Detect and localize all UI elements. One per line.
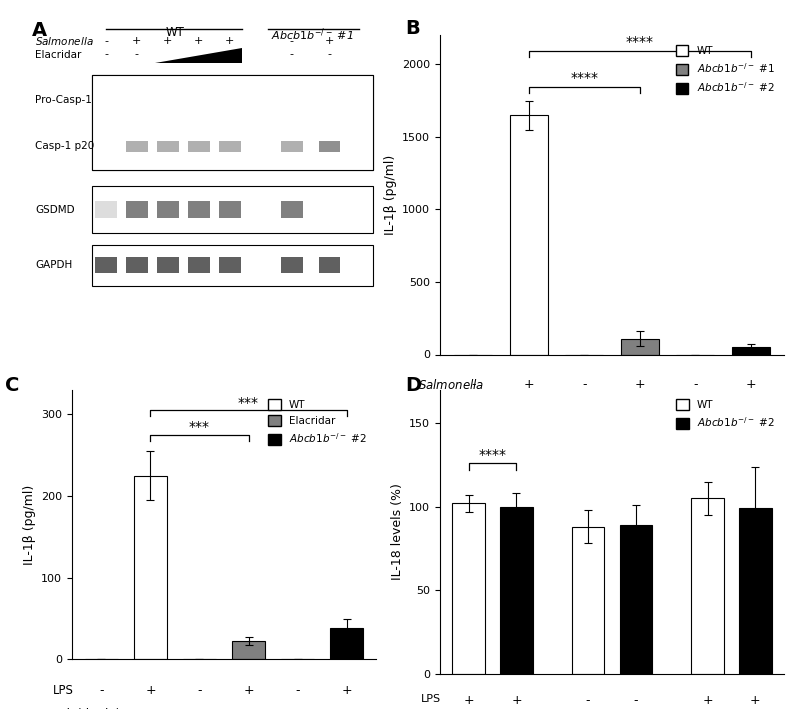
Bar <box>232 641 265 659</box>
Text: GAPDH: GAPDH <box>35 259 73 269</box>
Text: ***: *** <box>189 420 210 434</box>
Text: +: + <box>243 684 254 697</box>
Bar <box>621 339 658 354</box>
Text: -: - <box>586 693 590 707</box>
Text: LPS: LPS <box>52 684 74 697</box>
Text: +: + <box>325 36 334 46</box>
Text: -: - <box>327 50 331 60</box>
Bar <box>95 91 117 108</box>
Y-axis label: IL-1β (pg/ml): IL-1β (pg/ml) <box>383 155 397 235</box>
Text: +: + <box>634 378 645 391</box>
Text: C: C <box>5 376 19 396</box>
Text: Elacridar: Elacridar <box>35 50 82 60</box>
Bar <box>739 508 771 674</box>
Bar <box>157 91 178 108</box>
Bar <box>318 141 340 152</box>
Bar <box>92 74 373 169</box>
Text: Casp-1 p20: Casp-1 p20 <box>35 141 94 151</box>
Text: +: + <box>163 36 173 46</box>
Text: -: - <box>104 36 108 46</box>
Bar <box>281 91 302 108</box>
Text: -: - <box>582 378 586 391</box>
Bar <box>188 91 210 108</box>
Bar <box>572 527 604 674</box>
Bar <box>281 201 302 218</box>
Legend: WT, $Abcb1b^{-/-}$ #1, $Abcb1b^{-/-}$ #2: WT, $Abcb1b^{-/-}$ #1, $Abcb1b^{-/-}$ #2 <box>672 40 778 98</box>
Bar <box>318 91 340 108</box>
Text: +: + <box>194 36 203 46</box>
Bar <box>157 201 178 218</box>
Text: +: + <box>702 693 713 707</box>
Text: +: + <box>132 36 142 46</box>
Text: A: A <box>32 21 47 40</box>
Bar <box>134 476 167 659</box>
Polygon shape <box>155 48 242 63</box>
Bar <box>126 91 148 108</box>
Text: +: + <box>746 378 756 391</box>
Text: ***: *** <box>238 396 259 410</box>
Text: WT: WT <box>166 26 184 39</box>
Text: -: - <box>295 684 300 697</box>
Text: -: - <box>634 693 638 707</box>
Bar <box>330 628 363 659</box>
Legend: WT, $Abcb1b^{-/-}$ #2: WT, $Abcb1b^{-/-}$ #2 <box>672 395 778 433</box>
Text: -: - <box>104 50 108 60</box>
Bar <box>92 245 373 286</box>
Bar <box>219 91 241 108</box>
Bar <box>126 201 148 218</box>
Bar <box>219 201 241 218</box>
Text: B: B <box>406 20 420 38</box>
Text: -: - <box>99 684 104 697</box>
Text: ****: **** <box>478 447 506 462</box>
Text: Pro-Casp-1: Pro-Casp-1 <box>35 94 92 105</box>
Bar <box>188 257 210 272</box>
Text: +: + <box>750 693 761 707</box>
Text: -: - <box>198 684 202 697</box>
Text: $Abcb1b^{-/-}$ #1: $Abcb1b^{-/-}$ #1 <box>271 26 354 43</box>
Text: D: D <box>406 376 422 395</box>
Text: +: + <box>463 693 474 707</box>
Bar <box>453 503 485 674</box>
Y-axis label: IL-1β (pg/ml): IL-1β (pg/ml) <box>22 484 35 565</box>
Bar <box>620 525 652 674</box>
Bar <box>732 347 770 354</box>
Bar <box>126 141 148 152</box>
Bar <box>92 186 373 233</box>
Text: +: + <box>342 684 352 697</box>
Text: ****: **** <box>570 72 598 86</box>
Bar <box>95 201 117 218</box>
Text: -: - <box>290 50 294 60</box>
Text: ****: **** <box>626 35 654 49</box>
Bar <box>92 74 373 169</box>
Text: $Salmonella$: $Salmonella$ <box>35 35 94 48</box>
Bar <box>281 257 302 272</box>
Bar <box>219 257 241 272</box>
Bar <box>157 141 178 152</box>
Text: +: + <box>225 36 234 46</box>
Bar <box>510 116 548 354</box>
Y-axis label: IL-18 levels (%): IL-18 levels (%) <box>390 484 404 580</box>
Bar <box>157 257 178 272</box>
Bar <box>318 257 340 272</box>
Bar <box>188 141 210 152</box>
Bar <box>188 201 210 218</box>
Bar <box>281 141 302 152</box>
Text: +: + <box>145 684 156 697</box>
Text: +: + <box>511 693 522 707</box>
Bar <box>126 257 148 272</box>
Bar <box>219 141 241 152</box>
Text: +: + <box>523 378 534 391</box>
Legend: WT, Elacridar, $Abcb1b^{-/-}$ #2: WT, Elacridar, $Abcb1b^{-/-}$ #2 <box>264 395 370 450</box>
Bar <box>95 257 117 272</box>
Text: LPS: LPS <box>421 693 441 703</box>
Text: -: - <box>290 36 294 46</box>
Text: -: - <box>693 378 698 391</box>
Text: $Salmonella$: $Salmonella$ <box>418 378 484 391</box>
Text: -: - <box>471 378 475 391</box>
Bar <box>500 507 533 674</box>
Bar <box>691 498 724 674</box>
Text: GSDMD: GSDMD <box>35 204 75 215</box>
Text: -: - <box>135 50 139 60</box>
